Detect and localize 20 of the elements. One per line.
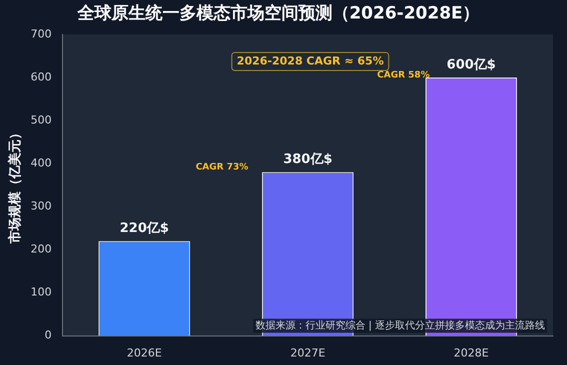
y-tick-label: 200 bbox=[30, 242, 52, 256]
y-tick-label: 500 bbox=[30, 113, 52, 126]
data-label: 220亿$ bbox=[120, 220, 169, 236]
y-axis-title: 市场规模（亿美元） bbox=[7, 126, 24, 245]
y-tick-label: 0 bbox=[44, 328, 52, 342]
x-tick-label: 2028E bbox=[454, 346, 489, 360]
y-tick-label: 700 bbox=[30, 27, 52, 40]
annotation: 2026-2028 CAGR ≈ 65% bbox=[236, 54, 384, 68]
data-label: 600亿$ bbox=[446, 57, 496, 72]
annotation: 数据来源：行业研究综合 | 逐步取代分立拼接多模态成为主流路线 bbox=[255, 319, 545, 332]
y-tick-label: 100 bbox=[30, 286, 52, 299]
annotation: CAGR 58% bbox=[377, 70, 430, 80]
annotation: CAGR 73% bbox=[196, 162, 248, 172]
data-label: 380亿$ bbox=[283, 152, 332, 168]
x-tick-label: 2027E bbox=[290, 346, 326, 360]
chart-title: 全球原生统一多模态市场空间预测（2026-2028E） bbox=[76, 4, 480, 24]
y-tick-label: 600 bbox=[30, 70, 52, 84]
y-tick-label: 300 bbox=[30, 199, 52, 212]
y-tick-label: 400 bbox=[30, 156, 52, 170]
x-tick-label: 2026E bbox=[126, 346, 162, 360]
